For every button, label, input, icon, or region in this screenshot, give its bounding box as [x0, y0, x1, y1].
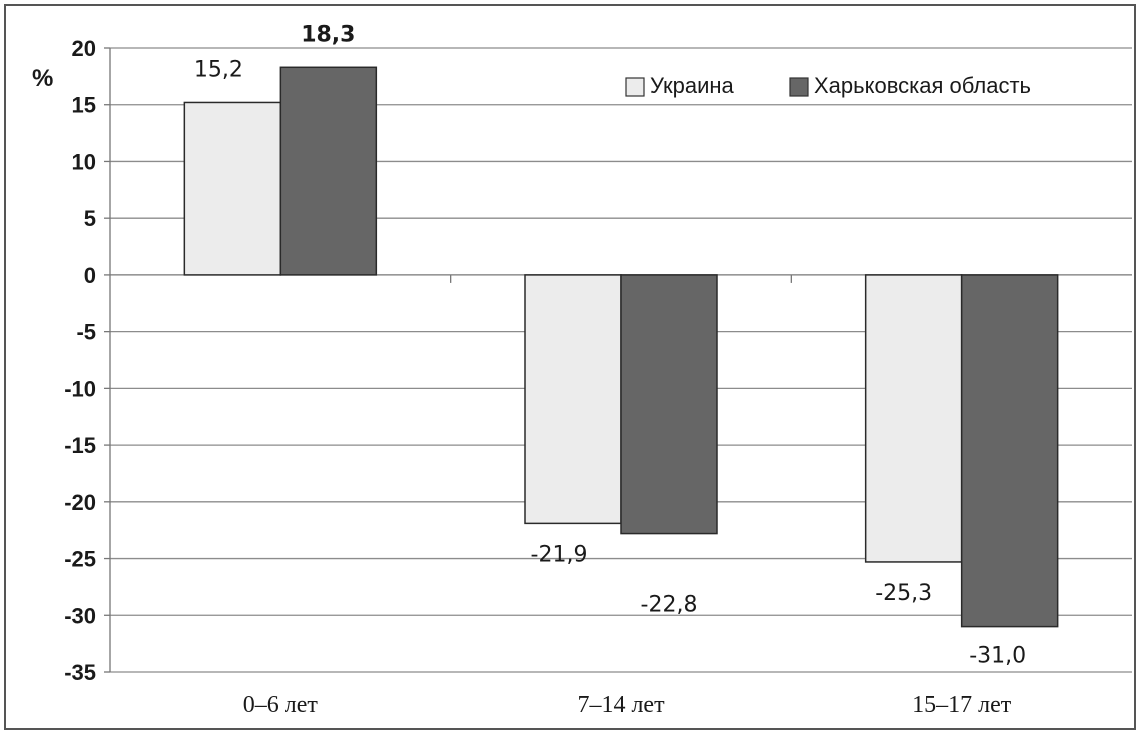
- x-tick-label: 0–6 лет: [243, 692, 319, 718]
- legend-swatch-ukraine: [625, 77, 645, 97]
- x-axis: 0–6 лет 7–14 лет 15–17 лет: [243, 274, 1012, 718]
- x-tick-label: 7–14 лет: [577, 692, 665, 718]
- y-tick-label: -25: [64, 547, 96, 572]
- x-tick-label: 15–17 лет: [912, 692, 1012, 718]
- bar-ukraine: [524, 274, 622, 525]
- y-tick-label: 20: [72, 36, 96, 61]
- legend: Украина Харьковская область: [625, 73, 1031, 98]
- y-tick-label: 5: [84, 206, 96, 231]
- y-tick-label: 0: [84, 263, 96, 288]
- y-tick-label: -35: [64, 660, 96, 685]
- bar-kharkiv: [279, 66, 378, 276]
- y-tick-label: -5: [76, 320, 96, 345]
- bar-kharkiv: [620, 274, 718, 535]
- bar-kharkiv: [960, 274, 1059, 628]
- y-tick-label: -20: [64, 490, 96, 515]
- data-label: 18,3: [301, 22, 355, 47]
- data-labels: 15,2 18,3 -21,9 -22,8 -25,3 -31,0: [194, 22, 1026, 668]
- y-tick-label: -10: [64, 376, 96, 401]
- legend-label-ukraine: Украина: [650, 73, 735, 98]
- y-axis: 20 15 10 5 0 -5 -10 -15 -20 -25 -30 -35: [64, 36, 111, 685]
- data-label: -22,8: [641, 593, 698, 618]
- data-label: -31,0: [969, 644, 1026, 669]
- data-label: -21,9: [531, 542, 588, 567]
- data-label: 15,2: [194, 57, 243, 82]
- bars: [183, 66, 1059, 628]
- data-label: -25,3: [875, 581, 932, 606]
- y-unit-label: %: [32, 65, 53, 92]
- y-tick-label: -30: [64, 603, 96, 628]
- y-tick-label: -15: [64, 433, 96, 458]
- legend-label-kharkiv: Харьковская область: [814, 73, 1031, 98]
- bar-ukraine: [183, 101, 282, 276]
- legend-swatch-kharkiv: [789, 77, 809, 97]
- y-tick-label: 15: [72, 93, 96, 118]
- y-tick-label: 10: [72, 149, 96, 174]
- bar-ukraine: [864, 274, 963, 563]
